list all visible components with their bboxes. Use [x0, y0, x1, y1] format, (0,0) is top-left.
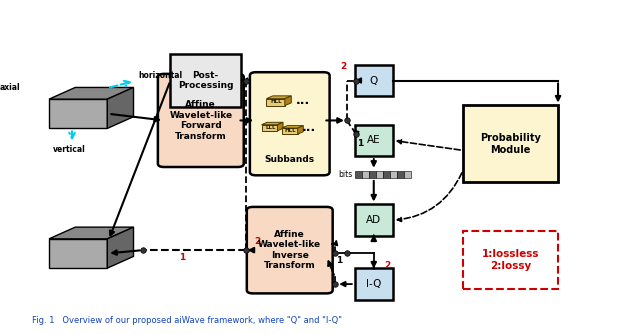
Polygon shape: [282, 126, 303, 128]
Text: I-Q: I-Q: [366, 279, 381, 289]
Text: Affine
Wavelet-like
Forward
Transform: Affine Wavelet-like Forward Transform: [169, 100, 232, 141]
Text: 2: 2: [255, 236, 261, 245]
Text: vertical: vertical: [52, 145, 85, 154]
Polygon shape: [49, 227, 134, 239]
Polygon shape: [298, 126, 303, 134]
Text: 2: 2: [340, 62, 347, 71]
Bar: [404, 171, 410, 178]
Polygon shape: [108, 227, 134, 268]
Polygon shape: [266, 99, 285, 106]
Text: axial: axial: [0, 83, 20, 92]
Polygon shape: [262, 122, 283, 125]
Bar: [397, 171, 404, 178]
Bar: [383, 171, 390, 178]
Text: ...: ...: [296, 94, 310, 107]
Text: 1:lossless
2:lossy: 1:lossless 2:lossy: [482, 249, 540, 271]
Polygon shape: [285, 96, 291, 106]
Text: Post-
Processing: Post- Processing: [178, 71, 234, 90]
Text: HLL: HLL: [271, 99, 282, 104]
Text: horizontal: horizontal: [138, 71, 182, 80]
FancyBboxPatch shape: [170, 54, 241, 107]
Text: 1: 1: [179, 253, 186, 262]
Text: Q: Q: [370, 75, 378, 86]
FancyBboxPatch shape: [158, 74, 244, 167]
Text: AD: AD: [366, 215, 381, 225]
FancyBboxPatch shape: [355, 65, 393, 96]
FancyBboxPatch shape: [355, 204, 393, 236]
Text: Probability
Module: Probability Module: [480, 133, 541, 155]
Text: Affine
Wavelet-like
Inverse
Transform: Affine Wavelet-like Inverse Transform: [258, 230, 321, 270]
Text: ...: ...: [302, 121, 317, 134]
FancyBboxPatch shape: [355, 268, 393, 300]
FancyBboxPatch shape: [247, 207, 333, 293]
FancyBboxPatch shape: [463, 106, 558, 182]
Polygon shape: [49, 99, 108, 128]
Polygon shape: [266, 96, 291, 99]
Polygon shape: [278, 122, 283, 131]
Text: Fig. 1   Overview of our proposed aiWave framework, where "Q" and "I-Q": Fig. 1 Overview of our proposed aiWave f…: [32, 316, 342, 325]
Text: 2: 2: [385, 261, 391, 270]
Polygon shape: [108, 88, 134, 128]
Text: bits: bits: [338, 170, 352, 179]
Text: AE: AE: [367, 135, 381, 145]
Bar: [362, 171, 369, 178]
Polygon shape: [262, 125, 278, 131]
Text: 1: 1: [335, 257, 342, 266]
FancyBboxPatch shape: [355, 125, 393, 156]
Polygon shape: [49, 239, 108, 268]
FancyBboxPatch shape: [463, 231, 558, 289]
Bar: [355, 171, 362, 178]
FancyBboxPatch shape: [250, 72, 330, 175]
Text: Subbands: Subbands: [265, 155, 315, 164]
Text: LLL: LLL: [265, 125, 276, 130]
Polygon shape: [282, 128, 298, 134]
Polygon shape: [49, 88, 134, 99]
Bar: [369, 171, 376, 178]
Bar: [376, 171, 383, 178]
Text: HLL: HLL: [285, 128, 296, 133]
Text: 1: 1: [357, 139, 364, 148]
Bar: [390, 171, 397, 178]
